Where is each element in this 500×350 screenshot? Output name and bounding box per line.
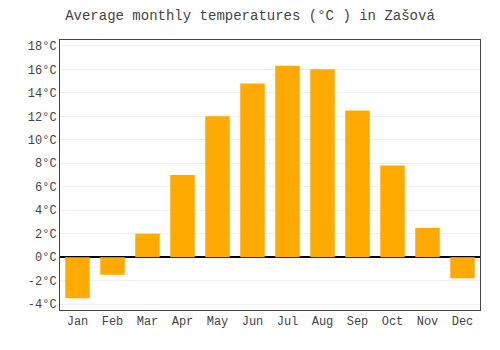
svg-text:Aug: Aug: [312, 315, 334, 329]
svg-text:Dec: Dec: [452, 315, 474, 329]
svg-text:8°C: 8°C: [35, 157, 57, 171]
svg-text:Sep: Sep: [347, 315, 369, 329]
svg-text:Mar: Mar: [137, 315, 159, 329]
svg-text:10°C: 10°C: [28, 134, 57, 148]
svg-text:Feb: Feb: [102, 315, 124, 329]
svg-text:18°C: 18°C: [28, 40, 57, 54]
svg-text:-2°C: -2°C: [28, 275, 57, 289]
svg-text:12°C: 12°C: [28, 111, 57, 125]
svg-text:Apr: Apr: [172, 315, 194, 329]
svg-text:4°C: 4°C: [35, 204, 57, 218]
svg-text:Oct: Oct: [382, 315, 404, 329]
svg-text:Nov: Nov: [417, 315, 439, 329]
svg-text:Jan: Jan: [67, 315, 89, 329]
svg-text:Jun: Jun: [242, 315, 264, 329]
svg-text:16°C: 16°C: [28, 64, 57, 78]
svg-text:-4°C: -4°C: [28, 298, 57, 312]
svg-text:May: May: [207, 315, 229, 329]
svg-text:0°C: 0°C: [35, 251, 57, 265]
svg-text:2°C: 2°C: [35, 228, 57, 242]
svg-text:14°C: 14°C: [28, 87, 57, 101]
svg-text:6°C: 6°C: [35, 181, 57, 195]
svg-text:Average monthly temperatures (: Average monthly temperatures (°C ) in Za…: [65, 8, 435, 24]
svg-text:Jul: Jul: [277, 315, 299, 329]
